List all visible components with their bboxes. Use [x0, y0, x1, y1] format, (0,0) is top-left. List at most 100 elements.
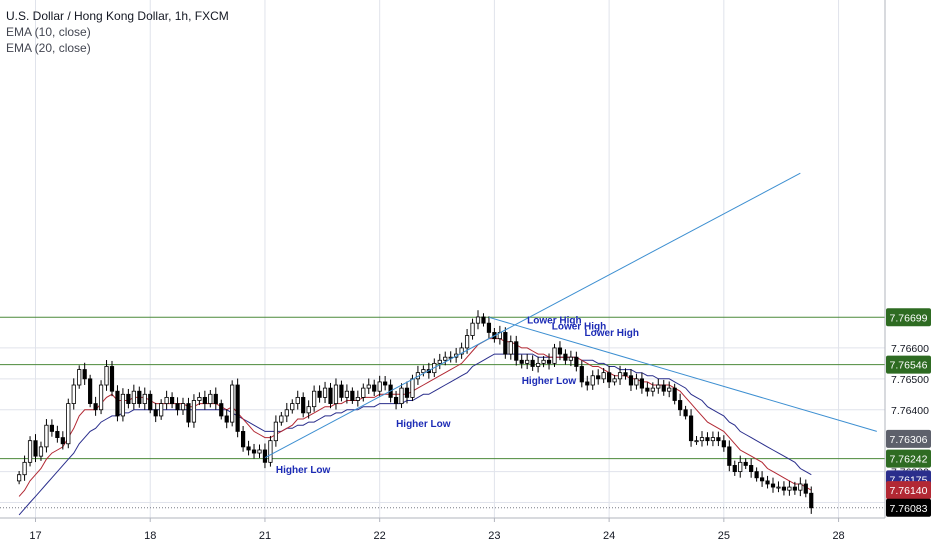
candle-up	[279, 415, 284, 423]
candle-up	[738, 461, 743, 473]
candle-up	[634, 378, 639, 386]
candle-up	[443, 356, 448, 361]
time-tick-label: 21	[259, 530, 271, 542]
candle-up	[142, 393, 147, 404]
candle-down	[246, 446, 251, 451]
candle-up	[475, 316, 481, 324]
candle-down	[705, 437, 710, 442]
candle-down	[792, 486, 797, 491]
candle-down	[186, 403, 191, 423]
candle-down	[202, 396, 207, 404]
candle-up	[667, 387, 672, 392]
candle-up	[650, 387, 655, 392]
candle-down	[546, 359, 552, 364]
candles	[17, 310, 814, 514]
candle-down	[393, 396, 399, 404]
legend-ema10[interactable]: EMA (10, close)	[6, 25, 91, 39]
candle-down	[557, 347, 563, 355]
trend-price-badge: 7.76306	[890, 434, 928, 446]
candle-down	[781, 486, 787, 491]
annotation-label: Higher Low	[522, 376, 577, 387]
candle-up	[568, 356, 573, 361]
candle-down	[328, 387, 333, 404]
price-badges: 7.766997.765467.762427.763067.761757.761…	[886, 308, 931, 517]
trendlines	[264, 172, 877, 459]
candle-up	[421, 369, 426, 374]
candle-up	[27, 440, 33, 463]
candle-down	[503, 332, 508, 355]
time-tick-label: 23	[488, 530, 500, 542]
candle-down	[486, 322, 492, 333]
candle-up	[197, 396, 202, 401]
candle-up	[470, 322, 475, 336]
candle-up	[131, 390, 136, 404]
candle-up	[377, 381, 382, 392]
candle-down	[628, 375, 634, 386]
candle-up	[268, 440, 273, 463]
level-price-badge-bg	[886, 308, 931, 327]
legend-title[interactable]: U.S. Dollar / Hong Kong Dollar, 1h, FXCM	[6, 9, 229, 23]
candle-up	[437, 359, 442, 364]
trend-price-badge-bg	[886, 429, 931, 448]
candle-down	[372, 384, 377, 392]
candle-down	[137, 390, 142, 404]
candle-down	[721, 440, 726, 448]
level-price-badge-bg	[886, 355, 931, 374]
candle-up	[312, 390, 317, 408]
candle-down	[519, 359, 524, 364]
candle-up	[552, 347, 557, 364]
price-tick-label: 7.76400	[891, 405, 929, 417]
level-price-badge: 7.76242	[890, 454, 928, 466]
candle-up	[38, 446, 44, 457]
legend-ema20[interactable]: EMA (20, close)	[6, 41, 91, 55]
annotation-label: Lower High	[585, 328, 639, 339]
candle-down	[672, 387, 677, 401]
candle-down	[213, 393, 218, 404]
ema10-price-badge: 7.76140	[890, 485, 928, 497]
candle-up	[787, 486, 792, 491]
candle-down	[224, 415, 229, 423]
candle-down	[803, 483, 808, 494]
candle-down	[169, 396, 175, 404]
horizontal-levels	[0, 316, 885, 509]
time-tick-label: 22	[374, 530, 386, 542]
last-price-badge-bg	[886, 498, 931, 517]
candle-up	[230, 384, 235, 423]
candle-down	[645, 387, 650, 392]
candle-up	[710, 437, 716, 442]
candle-down	[235, 384, 240, 432]
annotation-label: Lower High	[527, 315, 581, 326]
trendline-rising-support	[264, 172, 801, 459]
candle-up	[464, 335, 470, 349]
candle-down	[639, 378, 644, 389]
candle-down	[153, 409, 158, 417]
candle-up	[601, 372, 606, 380]
price-tick-label: 7.76500	[891, 374, 929, 386]
candle-down	[716, 437, 721, 442]
candle-up	[366, 384, 371, 389]
gridlines	[0, 0, 885, 518]
candle-up	[399, 387, 404, 404]
candle-up	[98, 384, 104, 411]
level-price-badge: 7.76546	[890, 360, 928, 372]
candle-down	[88, 378, 93, 404]
candle-up	[284, 409, 289, 417]
candle-up	[22, 461, 27, 476]
annotation-label: Lower High	[552, 322, 606, 333]
candle-down	[175, 403, 180, 411]
candle-up	[459, 347, 464, 355]
candle-down	[55, 431, 60, 438]
candle-down	[678, 400, 683, 411]
candle-down	[350, 390, 355, 401]
candle-down	[49, 424, 54, 432]
candle-down	[530, 359, 535, 367]
candle-down	[383, 381, 388, 386]
candle-down	[683, 409, 688, 417]
candle-up	[508, 341, 513, 355]
time-tick-label: 17	[29, 530, 41, 542]
candle-up	[191, 400, 197, 423]
candle-down	[749, 465, 754, 473]
time-tick-label: 28	[832, 530, 844, 542]
